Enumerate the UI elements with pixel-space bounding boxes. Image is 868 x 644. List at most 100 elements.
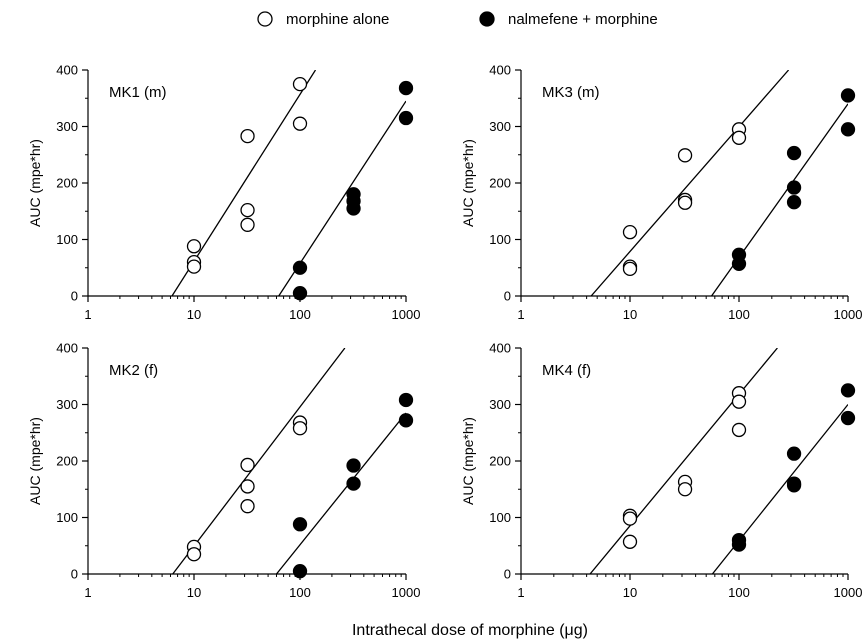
- y-tick-label: 0: [71, 289, 78, 304]
- y-tick-label: 300: [489, 397, 511, 412]
- data-point-filled: [346, 201, 361, 216]
- x-tick-label: 1000: [834, 307, 863, 322]
- y-tick-label: 400: [489, 63, 511, 78]
- fit-line: [172, 348, 346, 574]
- fit-line: [711, 103, 848, 296]
- data-point-filled: [398, 392, 414, 408]
- data-point-filled: [731, 256, 747, 271]
- data-point-open: [622, 534, 638, 549]
- x-tick-label: 10: [187, 307, 201, 322]
- x-tick-label: 100: [728, 585, 750, 600]
- panel-label: MK1 (m): [109, 84, 167, 101]
- y-tick-label: 300: [489, 119, 511, 134]
- legend-label-nalmefene-morphine: nalmefene + morphine: [508, 11, 658, 28]
- x-tick-label: 100: [728, 307, 750, 322]
- legend-marker-filled-circle: [479, 11, 495, 27]
- data-point-open: [186, 547, 202, 562]
- data-point-filled: [786, 195, 802, 210]
- y-axis-title: AUC (mpe*hr): [460, 139, 476, 227]
- data-point-filled: [346, 458, 361, 473]
- data-point-open: [240, 217, 255, 232]
- x-tick-label: 1: [84, 307, 91, 322]
- data-point-open: [677, 148, 693, 163]
- data-point-filled: [786, 478, 802, 493]
- y-tick-label: 200: [56, 454, 78, 469]
- fit-line: [589, 348, 778, 574]
- data-point-filled: [786, 446, 802, 461]
- data-point-open: [622, 261, 638, 277]
- data-point-filled: [292, 260, 308, 275]
- data-point-open: [240, 479, 255, 494]
- data-point-filled: [786, 180, 802, 195]
- data-point-filled: [398, 413, 414, 428]
- y-tick-label: 0: [71, 567, 78, 582]
- data-point-open: [240, 128, 255, 144]
- data-point-open: [677, 195, 693, 210]
- y-tick-label: 300: [56, 119, 78, 134]
- y-axis-title: AUC (mpe*hr): [27, 417, 43, 505]
- y-tick-label: 100: [489, 510, 511, 525]
- data-point-filled: [292, 286, 308, 301]
- data-point-open: [292, 421, 308, 436]
- panel-label: MK2 (f): [109, 362, 158, 379]
- data-point-open: [731, 394, 747, 409]
- data-point-open: [622, 511, 638, 526]
- data-point-filled: [398, 110, 414, 126]
- legend-marker-open-circle: [257, 11, 273, 27]
- y-tick-label: 200: [489, 176, 511, 191]
- x-axis-title: Intrathecal dose of morphine (μg): [352, 622, 588, 639]
- data-point-open: [186, 239, 202, 254]
- data-point-filled: [398, 80, 414, 96]
- data-point-filled: [840, 88, 856, 103]
- data-point-open: [292, 116, 308, 131]
- panel-3: 0 100 200 300 400 1 10 100 1000 AUC (mpe*hr) MK2 (…: [27, 341, 420, 601]
- data-point-filled: [840, 383, 856, 398]
- data-point-filled: [840, 410, 856, 426]
- panel-4: 0 100 200 300 400 1 10 100 1000 AUC (mpe*hr) MK4 (…: [460, 341, 862, 601]
- fit-line: [275, 412, 406, 574]
- data-point-open: [677, 482, 693, 497]
- data-point-filled: [292, 564, 308, 579]
- data-point-open: [240, 202, 255, 218]
- data-point-open: [731, 422, 747, 438]
- y-tick-label: 200: [489, 454, 511, 469]
- panel-label: MK4 (f): [542, 362, 591, 379]
- x-tick-label: 100: [289, 585, 311, 600]
- panel-1: 0 100 200 300 400 1 10 100 1000 AUC (mpe*hr) MK1 (…: [27, 63, 420, 323]
- x-tick-label: 1: [84, 585, 91, 600]
- y-tick-label: 0: [504, 567, 511, 582]
- legend: morphine alone nalmefene + morphine: [257, 11, 658, 28]
- x-tick-label: 1000: [834, 585, 863, 600]
- panel-2: 0 100 200 300 400 1 10 100 1000 AUC (mpe*hr) MK3 (…: [460, 63, 862, 323]
- y-axis-title: AUC (mpe*hr): [460, 417, 476, 505]
- y-tick-label: 100: [489, 232, 511, 247]
- x-tick-label: 10: [187, 585, 201, 600]
- data-point-filled: [840, 122, 856, 137]
- data-point-open: [240, 457, 255, 473]
- legend-label-morphine-alone: morphine alone: [286, 11, 389, 28]
- y-tick-label: 300: [56, 397, 78, 412]
- data-point-filled: [292, 517, 308, 532]
- y-tick-label: 400: [489, 341, 511, 356]
- y-tick-label: 100: [56, 510, 78, 525]
- x-tick-label: 1000: [392, 307, 421, 322]
- data-point-open: [731, 130, 747, 145]
- y-tick-label: 400: [56, 341, 78, 356]
- x-tick-label: 1000: [392, 585, 421, 600]
- x-tick-label: 1: [517, 307, 524, 322]
- x-tick-label: 10: [623, 307, 637, 322]
- x-tick-label: 1: [517, 585, 524, 600]
- fit-line: [590, 70, 790, 296]
- data-point-open: [292, 76, 308, 92]
- data-point-open: [622, 225, 638, 240]
- data-point-filled: [346, 476, 361, 491]
- y-tick-label: 200: [56, 176, 78, 191]
- x-tick-label: 100: [289, 307, 311, 322]
- data-point-filled: [731, 537, 747, 552]
- data-point-open: [186, 259, 202, 274]
- y-tick-label: 100: [56, 232, 78, 247]
- panel-label: MK3 (m): [542, 84, 600, 101]
- y-tick-label: 0: [504, 289, 511, 304]
- y-axis-title: AUC (mpe*hr): [27, 139, 43, 227]
